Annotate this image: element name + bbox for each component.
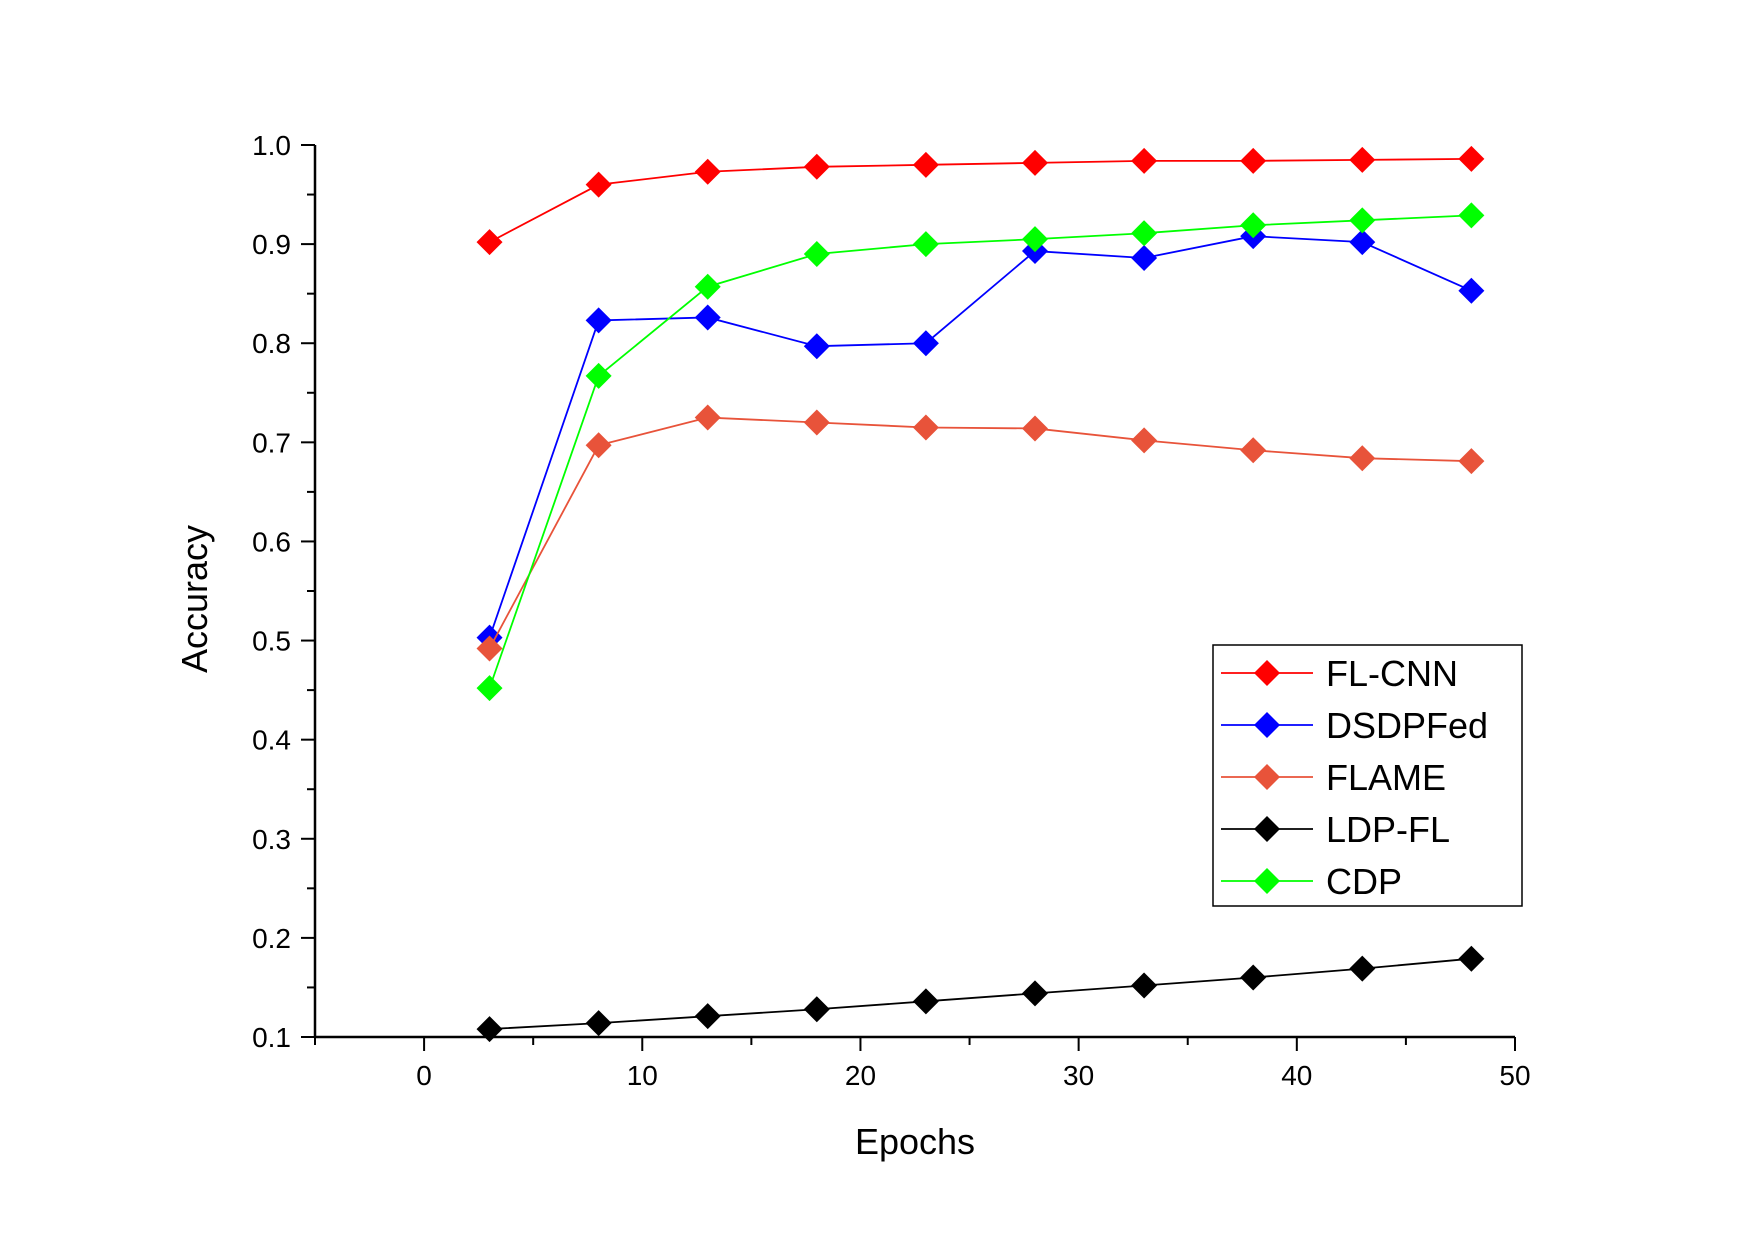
data-point	[1240, 212, 1267, 239]
series-ldp-fl	[476, 945, 1485, 1043]
legend-label: LDP-FL	[1326, 809, 1450, 850]
data-point	[803, 153, 830, 180]
legend-label: CDP	[1326, 861, 1402, 902]
series-fl-cnn	[476, 145, 1485, 256]
data-point	[912, 231, 939, 258]
data-point	[1240, 964, 1267, 991]
x-tick-label: 0	[416, 1060, 432, 1091]
legend-marker	[1254, 712, 1280, 738]
legend-marker	[1254, 816, 1280, 842]
axes: 0.1 0.2 0.3 0.4 0.5 0.6 0.7 0.8 0.9 1.0 0 10 20 30 40 5…	[252, 130, 1531, 1091]
series-line	[488, 416, 1472, 649]
data-point	[1349, 207, 1376, 234]
series-line	[489, 957, 1472, 1030]
data-point	[803, 241, 830, 268]
data-point	[1458, 448, 1485, 475]
legend-label: FL-CNN	[1326, 653, 1458, 694]
y-tick-label: 0.5	[252, 626, 291, 657]
data-point	[912, 330, 939, 357]
x-tick-label: 30	[1063, 1060, 1094, 1091]
data-point	[585, 362, 612, 389]
data-point	[585, 432, 612, 459]
x-tick-label: 20	[845, 1060, 876, 1091]
y-tick-label: 1.0	[252, 130, 291, 161]
y-tick-label: 0.2	[252, 923, 291, 954]
data-point	[1022, 980, 1048, 1007]
series-line	[489, 157, 1472, 243]
data-point	[912, 151, 939, 178]
data-point	[585, 1010, 612, 1037]
data-point	[476, 1016, 503, 1043]
data-point	[694, 158, 721, 185]
legend-marker	[1254, 868, 1280, 894]
legend-marker	[1254, 660, 1280, 686]
y-tick-label: 0.3	[252, 824, 291, 855]
data-point	[1022, 149, 1048, 176]
series-dsdpfed	[476, 223, 1485, 651]
data-point	[1458, 202, 1485, 229]
data-point	[1349, 445, 1376, 472]
legend: FL-CNN DSDPFed FLAME LDP-FL CDP	[1212, 644, 1523, 907]
x-tick-label: 40	[1281, 1060, 1312, 1091]
series-layer	[476, 145, 1485, 1043]
data-point	[476, 229, 503, 256]
data-point	[694, 273, 721, 300]
y-tick-label: 0.7	[252, 427, 291, 458]
data-point	[476, 635, 503, 662]
data-point	[1458, 945, 1485, 972]
data-point	[1458, 277, 1485, 304]
data-point	[694, 1003, 721, 1030]
data-point	[694, 404, 721, 431]
series-cdp	[476, 202, 1485, 702]
y-axis-title: Accuracy	[174, 525, 215, 673]
data-point	[1131, 427, 1158, 454]
y-tick-label: 0.1	[252, 1022, 291, 1053]
series-line	[488, 235, 1472, 638]
legend-item-cdp: CDP	[1221, 861, 1402, 902]
legend-item-flame: FLAME	[1221, 757, 1446, 798]
y-tick-label: 0.6	[252, 526, 291, 557]
legend-item-ldp-fl: LDP-FL	[1221, 809, 1450, 850]
data-point	[1131, 972, 1158, 999]
data-point	[1349, 146, 1376, 173]
data-point	[803, 996, 830, 1023]
x-axis-title: Epochs	[855, 1121, 975, 1162]
data-point	[803, 333, 830, 360]
data-point	[1131, 220, 1158, 247]
series-line	[488, 214, 1472, 689]
data-point	[1240, 437, 1267, 464]
legend-label: FLAME	[1326, 757, 1446, 798]
data-point	[1131, 244, 1158, 271]
data-point	[912, 414, 939, 441]
data-point	[1022, 415, 1048, 442]
x-tick-label: 10	[627, 1060, 658, 1091]
y-tick-label: 0.9	[252, 229, 291, 260]
legend-item-dsdpfed: DSDPFed	[1221, 705, 1488, 746]
data-point	[1349, 229, 1376, 256]
legend-item-fl-cnn: FL-CNN	[1221, 653, 1458, 694]
data-point	[585, 171, 612, 198]
data-point	[1349, 955, 1376, 982]
x-tick-label: 50	[1499, 1060, 1530, 1091]
data-point	[1022, 226, 1048, 253]
legend-label: DSDPFed	[1326, 705, 1488, 746]
y-tick-label: 0.4	[252, 725, 291, 756]
data-point	[585, 307, 612, 334]
data-point	[476, 675, 503, 702]
data-point	[1458, 145, 1485, 172]
data-point	[803, 409, 830, 436]
legend-marker	[1254, 764, 1280, 790]
data-point	[1240, 147, 1267, 174]
data-point	[1131, 147, 1158, 174]
y-tick-label: 0.8	[252, 328, 291, 359]
data-point	[694, 304, 721, 331]
series-flame	[476, 404, 1485, 662]
data-point	[912, 988, 939, 1015]
